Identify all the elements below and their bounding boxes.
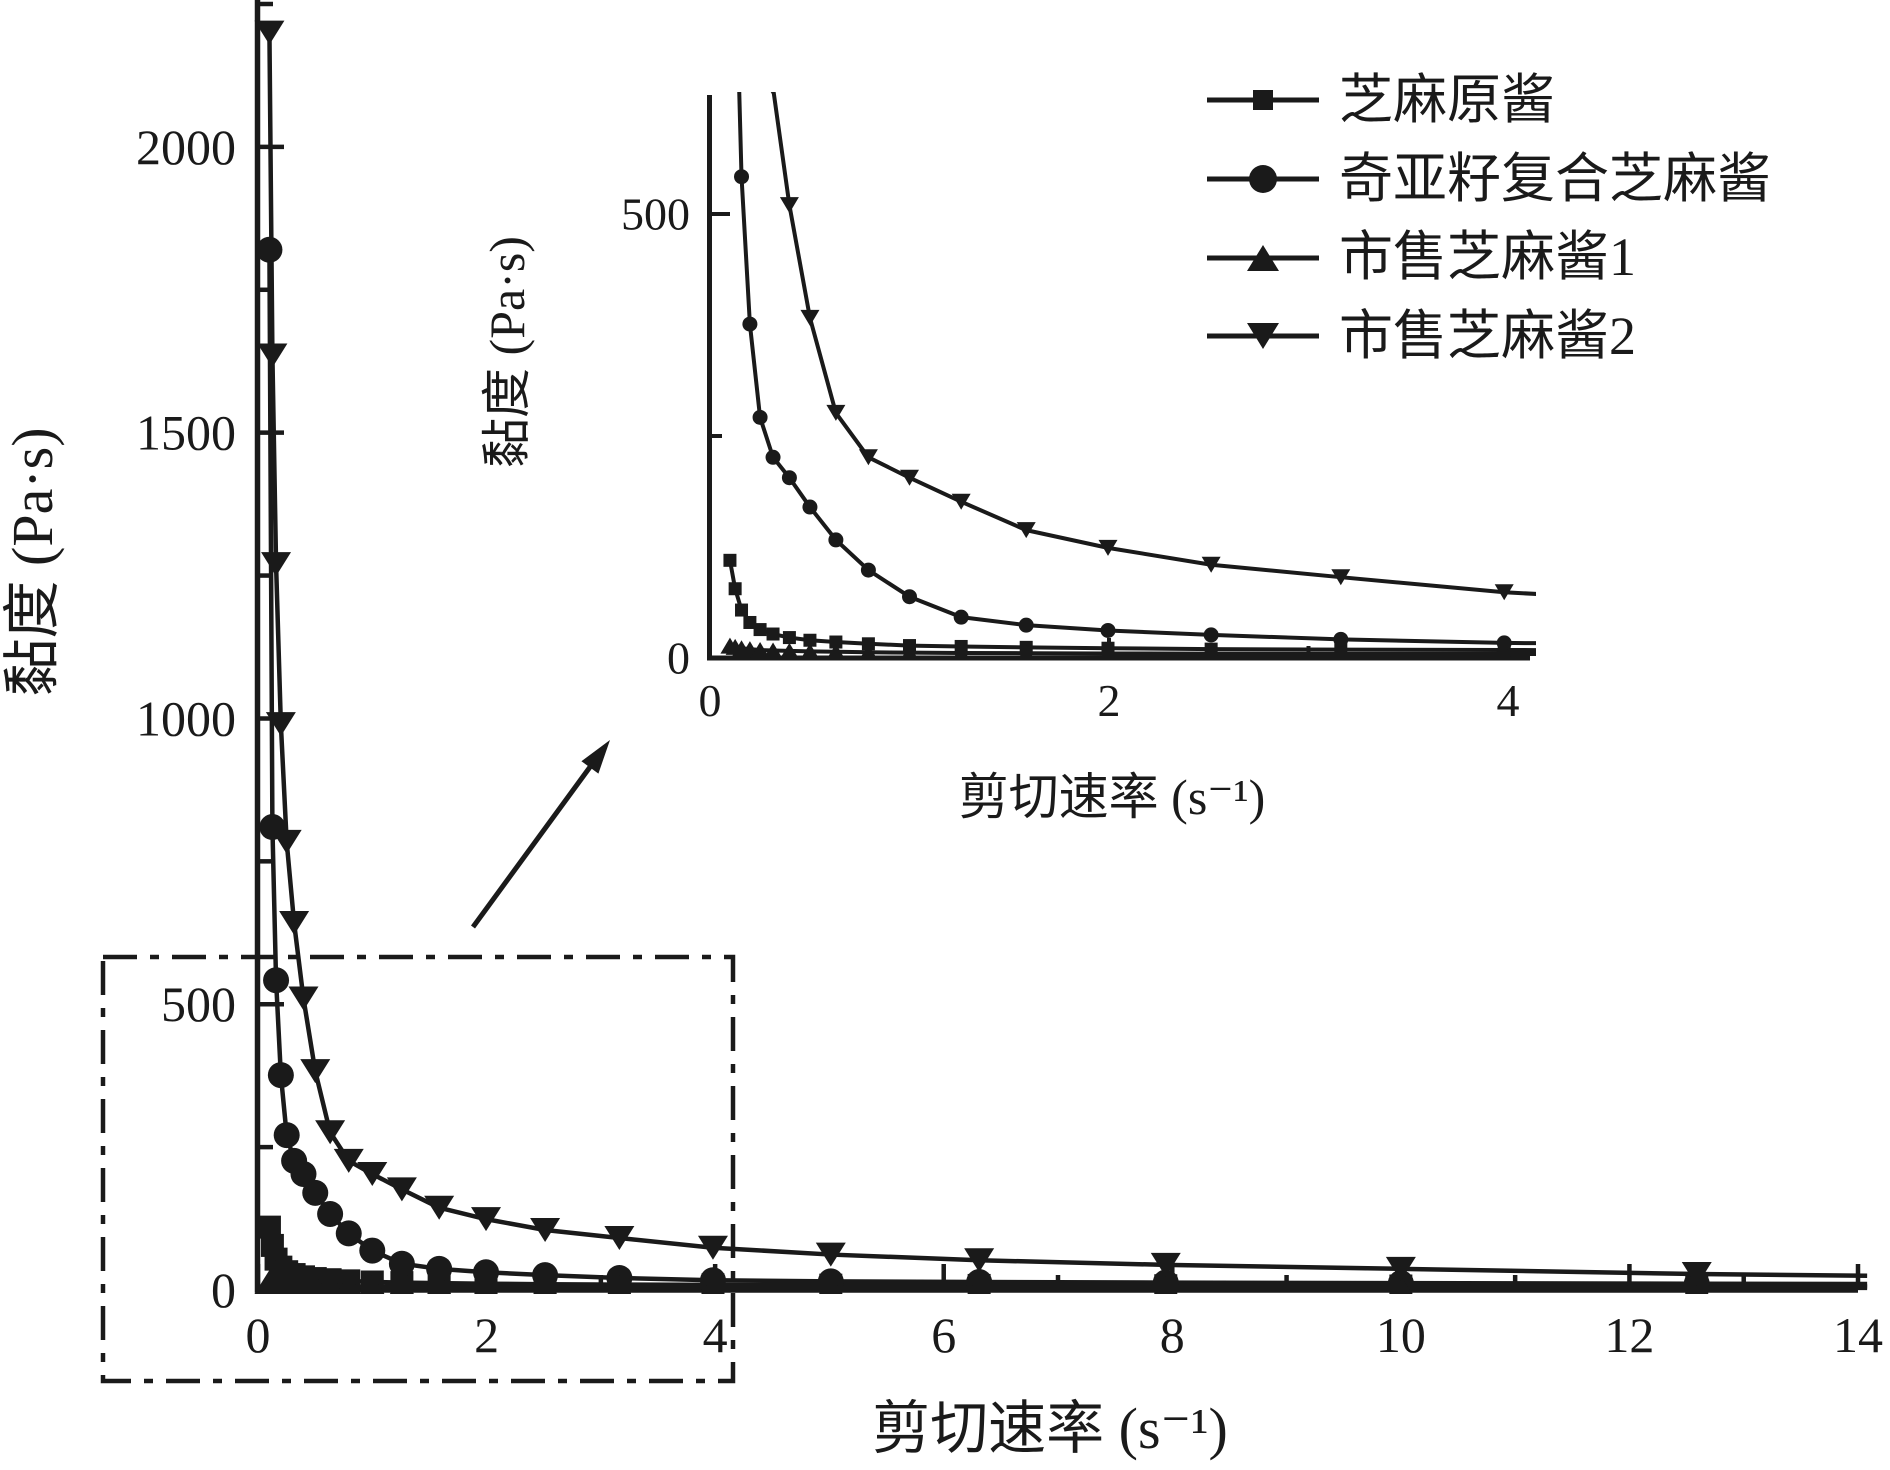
inset-series-triangle-up	[720, 637, 1536, 660]
x-tick-label: 4	[1497, 675, 1520, 726]
legend-label: 市售芝麻酱1	[1339, 227, 1636, 288]
inset-y-axis-title: 黏度 (Pa·s)	[479, 236, 535, 468]
legend-item-raw-sesame-paste: 芝麻原酱	[1205, 72, 1771, 129]
triangle-down-marker-icon	[1207, 323, 1319, 350]
y-tick-label: 1500	[136, 405, 236, 461]
main-series-triangle-up	[254, 1269, 1868, 1294]
main-x-axis-title: 剪切速率 (s⁻¹)	[872, 1396, 1228, 1461]
x-tick-label: 2	[1098, 675, 1121, 726]
x-tick-label: 0	[699, 675, 722, 726]
y-tick-label: 1000	[136, 690, 236, 746]
x-tick-label: 2	[474, 1307, 499, 1363]
circle-marker-icon	[1207, 165, 1319, 194]
main-y-axis-title: 黏度 (Pa·s)	[0, 427, 65, 696]
legend-label: 市售芝麻酱2	[1339, 306, 1636, 367]
square-marker-icon	[1207, 90, 1319, 111]
x-tick-label: 4	[703, 1307, 728, 1363]
legend-item-commercial-paste-1: 市售芝麻酱1	[1205, 229, 1771, 286]
x-tick-label: 12	[1604, 1307, 1654, 1363]
y-tick-label: 500	[161, 976, 236, 1032]
triangle-up-marker-icon	[1207, 244, 1319, 271]
x-tick-label: 6	[931, 1307, 956, 1363]
x-tick-label: 10	[1376, 1307, 1426, 1363]
y-tick-label: 2000	[136, 119, 236, 175]
x-tick-label: 8	[1160, 1307, 1185, 1363]
inset-series-circle	[734, 92, 1536, 651]
legend-item-chia-composite-paste: 奇亚籽复合芝麻酱	[1205, 148, 1771, 209]
y-tick-label: 500	[621, 189, 690, 240]
main-series-triangle-down	[254, 20, 1868, 1286]
x-tick-label: 0	[246, 1307, 271, 1363]
inset-series-triangle-down	[770, 92, 1536, 601]
inset-axes-tick-labels: 0 2 4 0 500	[621, 189, 1520, 726]
y-tick-label: 0	[211, 1262, 236, 1318]
inset-series-square	[723, 553, 1536, 657]
inset-x-axis-title: 剪切速率 (s⁻¹)	[959, 769, 1266, 825]
zoom-region-box	[100, 954, 736, 1384]
y-tick-label: 0	[667, 633, 690, 684]
legend-label: 芝麻原酱	[1339, 70, 1555, 130]
legend-item-commercial-paste-2: 市售芝麻酱2	[1205, 308, 1771, 365]
legend: 芝麻原酱 奇亚籽复合芝麻酱 市售芝麻酱1 市售芝麻酱2	[1205, 72, 1771, 365]
legend-label: 奇亚籽复合芝麻酱	[1339, 148, 1771, 209]
zoom-arrow	[470, 740, 610, 929]
main-axes-tick-labels: 0 2 4 6 8 10 12 14 0 500 1000 1500 2000	[136, 119, 1883, 1363]
x-tick-label: 14	[1833, 1307, 1883, 1363]
